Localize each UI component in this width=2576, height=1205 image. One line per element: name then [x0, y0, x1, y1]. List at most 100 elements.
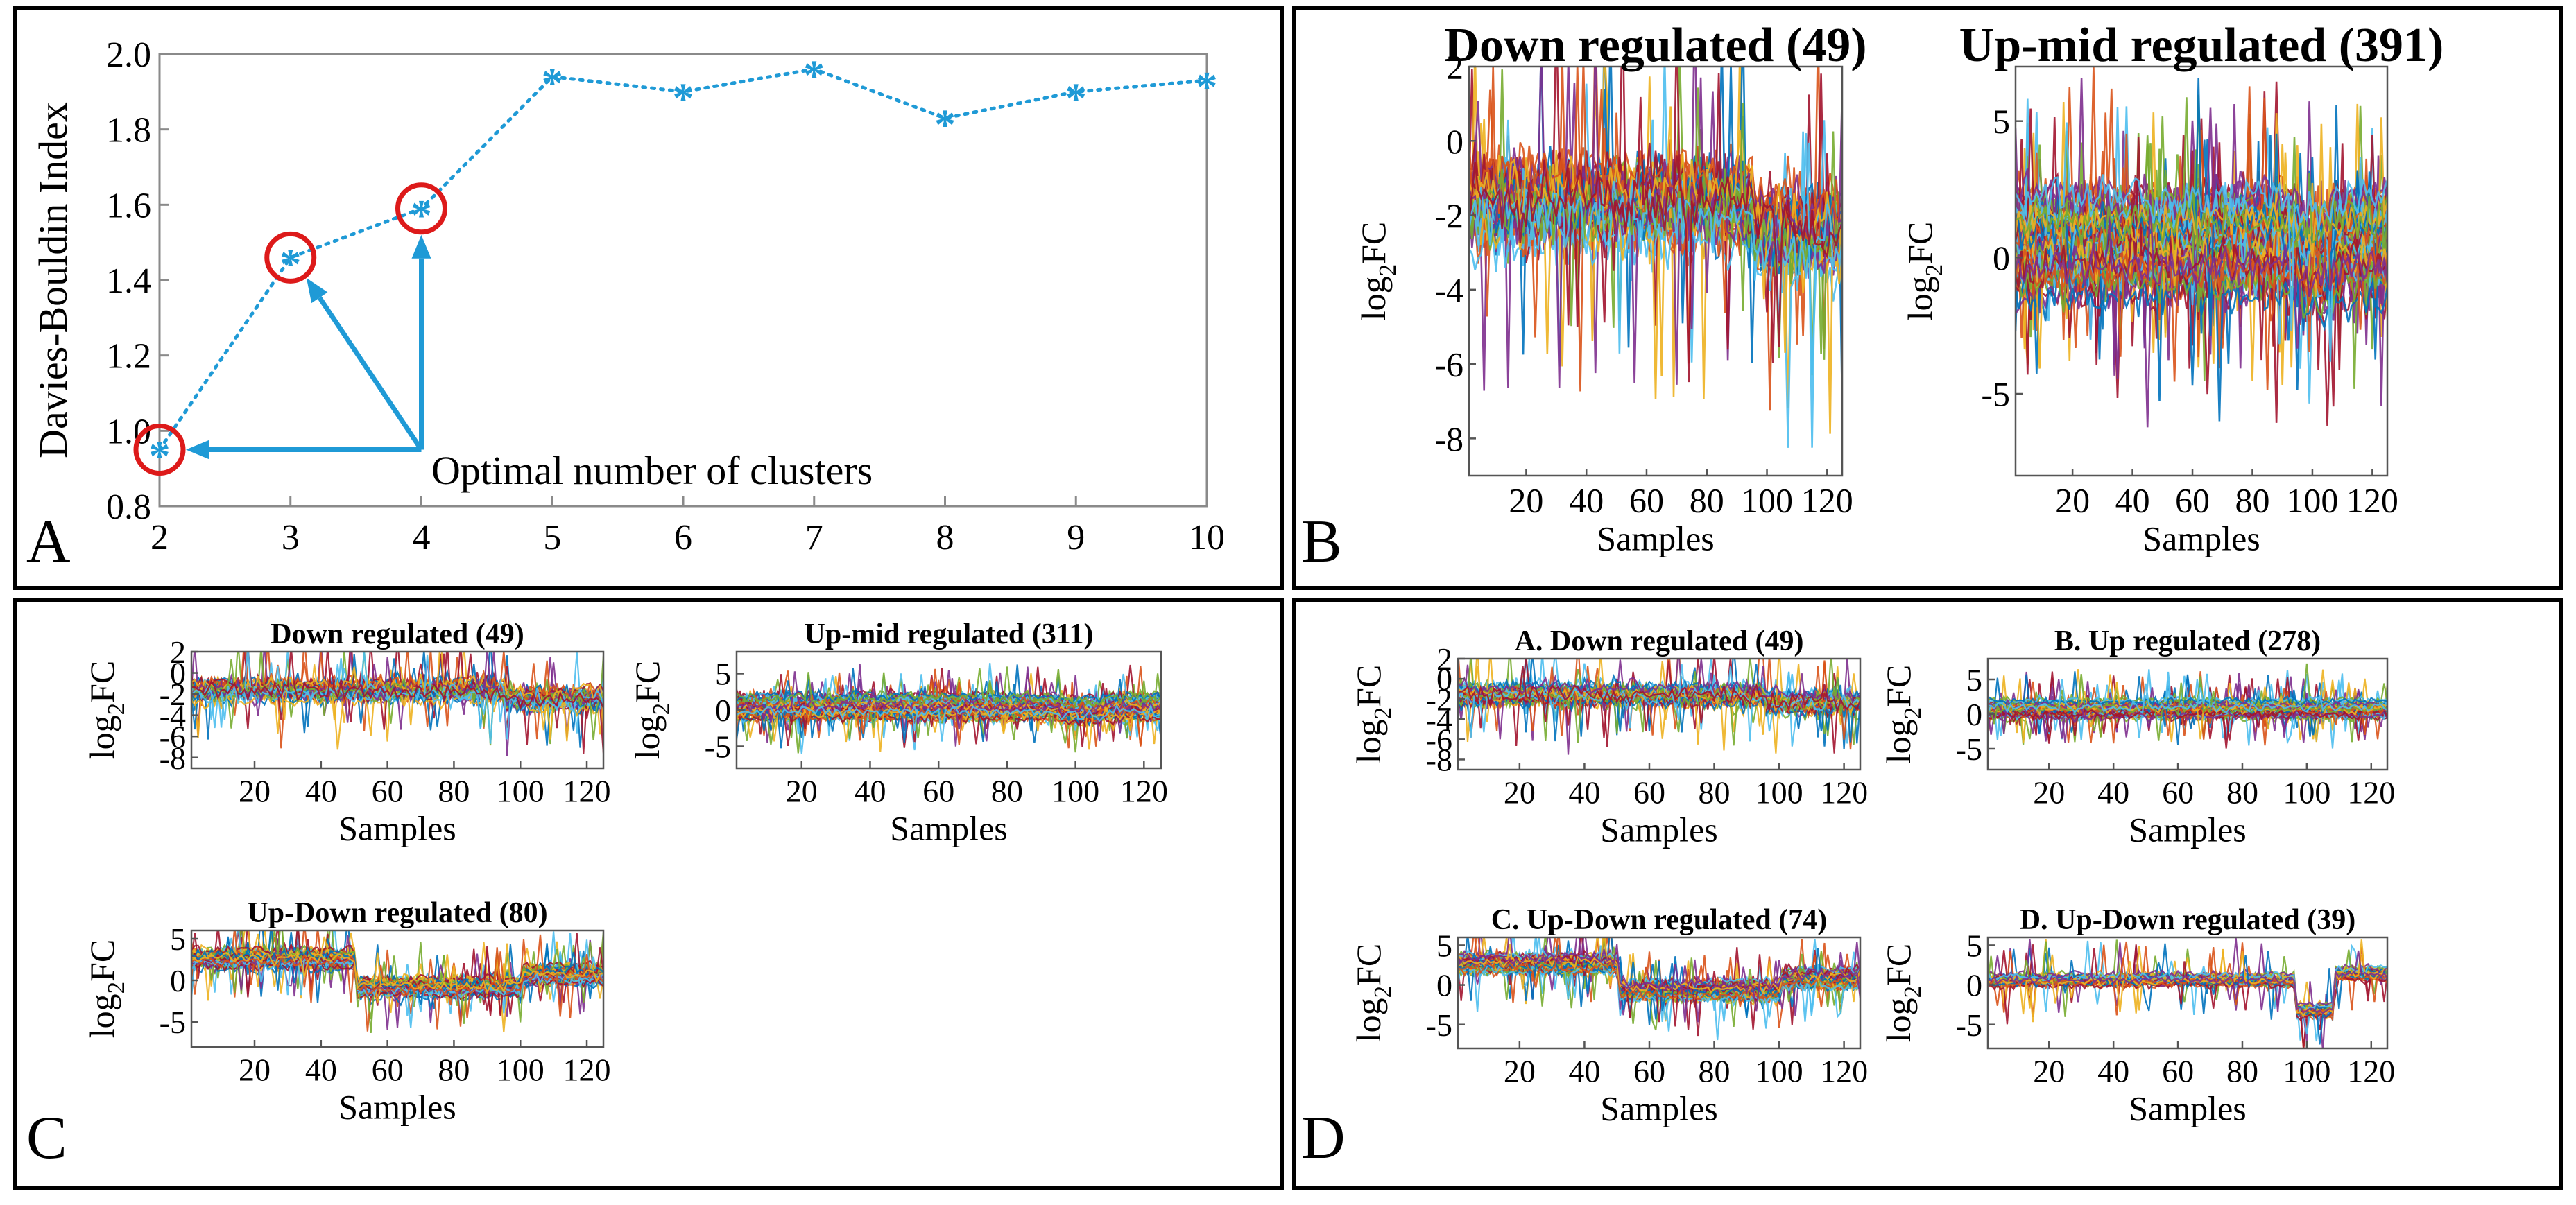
chart-title: Down regulated (49) — [1444, 19, 1866, 72]
profile-chart-b1: -8 -6 -4 -2 0 2 20 40 60 80 100 120 Samples Down regu… — [1354, 19, 1867, 558]
ytick-label: 0 — [1436, 661, 1452, 697]
chart-a-arrow-head — [306, 278, 328, 304]
ytick-label: 0 — [170, 656, 186, 691]
xtick-label: 80 — [991, 773, 1023, 808]
ytick-label: -8 — [1426, 743, 1452, 778]
chart-a-xtick-label: 7 — [805, 518, 823, 557]
xlabel: Samples — [890, 808, 1007, 847]
profile-lines-d2 — [1988, 663, 2387, 749]
ylabel-main: log — [628, 715, 667, 759]
series-line — [191, 952, 603, 995]
xtick-label: 80 — [438, 773, 470, 808]
chart-a-xtick-label: 4 — [413, 518, 431, 557]
xtick-label: 60 — [2162, 1053, 2194, 1089]
xtick-label: 20 — [786, 773, 818, 808]
ylabel-main: log — [1349, 998, 1388, 1042]
ylabel-sub: 2 — [103, 703, 130, 716]
series-line — [737, 671, 1161, 730]
series-line — [737, 703, 1161, 742]
ylabel: log2FC — [83, 661, 130, 760]
profile-lines-d4 — [1988, 938, 2387, 1048]
ytick-label: -5 — [1426, 1007, 1452, 1043]
ylabel-sub: 2 — [1899, 986, 1926, 998]
chart-a-xtick-label: 5 — [543, 518, 561, 557]
ytick-label: 5 — [1966, 662, 1982, 697]
profile-chart-c3: -5 0 5 20 40 60 80 100 120 Samples Up-Down regulat… — [83, 897, 610, 1126]
chart-a-xtick-label: 3 — [282, 518, 300, 557]
xlabel: Samples — [1600, 810, 1717, 849]
ylabel-main: log — [1349, 719, 1388, 763]
panel-d-frame — [1292, 598, 2563, 1190]
xlabel: Samples — [2143, 519, 2260, 558]
ytick-label: -4 — [1426, 702, 1452, 737]
chart-a-arrow — [317, 296, 424, 451]
chart-a-ytick-label: 2.0 — [106, 35, 151, 75]
xtick-label: 60 — [372, 1052, 404, 1087]
xtick-label: 100 — [2286, 481, 2338, 520]
chart-title: Up-mid regulated (391) — [1959, 19, 2444, 72]
chart-a-point: * — [803, 53, 825, 100]
ylabel-end: FC — [1879, 944, 1918, 986]
ytick-label: 0 — [1446, 122, 1463, 161]
xtick-label: 40 — [305, 773, 337, 808]
panel-label-b: B — [1301, 508, 1342, 575]
xtick-label: 100 — [2283, 774, 2330, 810]
xtick-label: 60 — [2162, 774, 2194, 810]
profile-axes-box — [190, 929, 605, 1048]
ylabel: log2FC — [1349, 944, 1396, 1043]
profile-lines-c1 — [191, 652, 603, 756]
panel-b-frame — [1292, 6, 2563, 590]
chart-title: Up-mid regulated (311) — [805, 618, 1094, 650]
profile-chart-b2: -5 0 5 20 40 60 80 100 120 Samples Up-mid regulate… — [1900, 19, 2444, 558]
ytick-label: 0 — [1966, 697, 1982, 732]
xtick-label: 100 — [2283, 1053, 2330, 1089]
series-line — [1458, 664, 1860, 738]
chart-a-highlight-circles — [133, 182, 447, 476]
xtick-label: 80 — [2235, 481, 2269, 520]
profile-lines-c2 — [737, 663, 1161, 754]
xlabel: Samples — [1597, 519, 1714, 558]
xlabel: Samples — [338, 1087, 456, 1126]
profile-axes-box — [1457, 657, 1862, 771]
ylabel: log2FC — [1879, 944, 1926, 1043]
ylabel-sub: 2 — [103, 982, 130, 994]
xtick-label: 100 — [1741, 481, 1793, 520]
ylabel-end: FC — [83, 661, 121, 703]
ytick-label: -5 — [705, 729, 731, 765]
xtick-label: 20 — [239, 1052, 271, 1087]
xtick-label: 40 — [1569, 481, 1604, 520]
chart-a-x-ticks: 2 3 4 5 6 7 8 9 10 — [151, 496, 1225, 557]
series-line — [1458, 948, 1860, 1012]
xtick-label: 60 — [1629, 481, 1664, 520]
ytick-label: 5 — [1436, 928, 1452, 964]
xtick-label: 20 — [239, 773, 271, 808]
xlabel: Samples — [338, 808, 456, 847]
ytick-label: 2 — [1446, 48, 1463, 87]
chart-a-ytick-label: 0.8 — [106, 487, 151, 527]
xtick-label: 80 — [1690, 481, 1724, 520]
profile-lines-d3 — [1458, 937, 1860, 1041]
xtick-label: 80 — [2226, 774, 2258, 810]
chart-a-point: * — [542, 60, 563, 107]
chart-a-ytick-label: 1.6 — [106, 186, 151, 225]
ytick-label: -6 — [160, 719, 186, 754]
ylabel-end: FC — [83, 939, 121, 982]
xtick-label: 120 — [1120, 773, 1168, 808]
ylabel-sub: 2 — [648, 703, 675, 716]
chart-title: A. Down regulated (49) — [1515, 625, 1804, 657]
series-line — [737, 668, 1161, 709]
chart-a-xtick-label: 6 — [674, 518, 692, 557]
series-line — [1469, 67, 1842, 383]
series-line — [2016, 211, 2387, 422]
ytick-label: 0 — [170, 963, 186, 998]
ytick-label: 0 — [715, 693, 731, 728]
profile-lines-b2 — [2016, 67, 2387, 428]
chart-a-ylabel: Davies-Bouldin Index — [31, 102, 76, 458]
series-line — [1458, 937, 1860, 1002]
series-line — [2016, 143, 2387, 250]
profile-axes-box — [1986, 936, 2389, 1050]
profile-lines-c3 — [191, 930, 603, 1033]
ylabel-end: FC — [1349, 944, 1388, 986]
series-line — [737, 687, 1161, 727]
series-line — [191, 954, 603, 1028]
